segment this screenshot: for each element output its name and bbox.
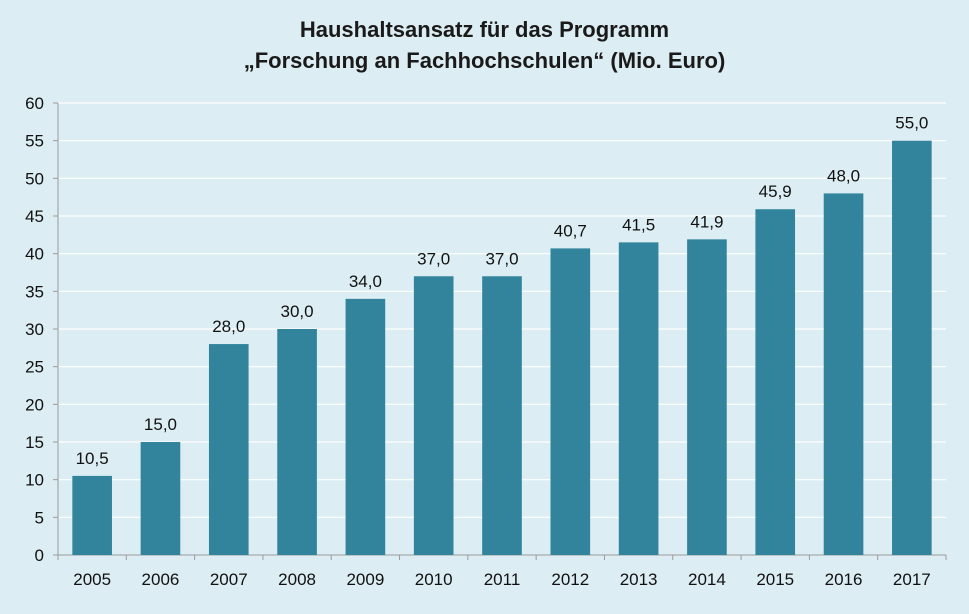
y-tick-label: 40 — [25, 245, 44, 264]
x-tick-label: 2014 — [688, 570, 726, 589]
bar — [345, 298, 386, 555]
x-tick-label: 2006 — [142, 570, 180, 589]
y-tick-label: 0 — [35, 546, 44, 565]
chart-title-program: „Forschung an Fachhochschulen“ — [243, 48, 605, 73]
data-label: 40,7 — [554, 221, 587, 240]
data-label: 15,0 — [144, 415, 177, 434]
bar — [208, 344, 249, 555]
y-tick-label: 55 — [25, 132, 44, 151]
x-tick-label: 2011 — [484, 570, 521, 589]
data-label: 48,0 — [827, 166, 860, 185]
bar — [482, 276, 522, 555]
x-tick-label: 2016 — [825, 570, 863, 589]
data-label: 55,0 — [895, 114, 928, 133]
chart-title-line2: „Forschung an Fachhochschulen“ (Mio. Eur… — [0, 45, 969, 76]
bar — [892, 140, 932, 555]
bar — [277, 329, 317, 555]
x-tick-label: 2010 — [415, 570, 453, 589]
y-tick-label: 25 — [25, 358, 44, 377]
data-label: 10,5 — [76, 449, 109, 468]
bar — [550, 248, 591, 556]
data-label: 37,0 — [417, 249, 450, 268]
chart-title-line1: Haushaltsansatz für das Programm — [299, 17, 670, 42]
x-tick-label: 2009 — [346, 570, 384, 589]
y-tick-label: 30 — [25, 320, 44, 339]
chart-title: Haushaltsansatz für das Programm „Forsch… — [0, 14, 969, 76]
bar — [413, 276, 454, 555]
y-tick-label: 5 — [35, 508, 44, 527]
y-tick-label: 45 — [25, 207, 44, 226]
x-tick-label: 2005 — [73, 570, 111, 589]
y-tick-label: 20 — [25, 395, 44, 414]
bar — [687, 239, 727, 555]
data-label: 41,5 — [622, 215, 655, 234]
y-tick-label: 15 — [25, 433, 44, 452]
bar — [618, 242, 659, 555]
data-label: 37,0 — [485, 249, 518, 268]
bar — [823, 193, 864, 555]
bar — [140, 442, 181, 555]
data-label: 45,9 — [759, 182, 792, 201]
chart-title-unit: (Mio. Euro) — [610, 48, 726, 73]
data-label: 34,0 — [349, 272, 382, 291]
y-tick-label: 60 — [25, 94, 44, 113]
x-tick-label: 2008 — [278, 570, 316, 589]
y-tick-label: 50 — [25, 169, 44, 188]
x-tick-label: 2013 — [620, 570, 658, 589]
data-label: 28,0 — [212, 317, 245, 336]
x-tick-label: 2007 — [210, 570, 248, 589]
data-label: 30,0 — [281, 302, 314, 321]
x-tick-label: 2012 — [551, 570, 589, 589]
bar — [755, 209, 796, 555]
x-tick-label: 2017 — [893, 570, 931, 589]
y-tick-label: 35 — [25, 282, 44, 301]
bar — [72, 475, 112, 555]
data-label: 41,9 — [690, 212, 723, 231]
y-tick-label: 10 — [25, 471, 44, 490]
x-tick-label: 2015 — [756, 570, 794, 589]
